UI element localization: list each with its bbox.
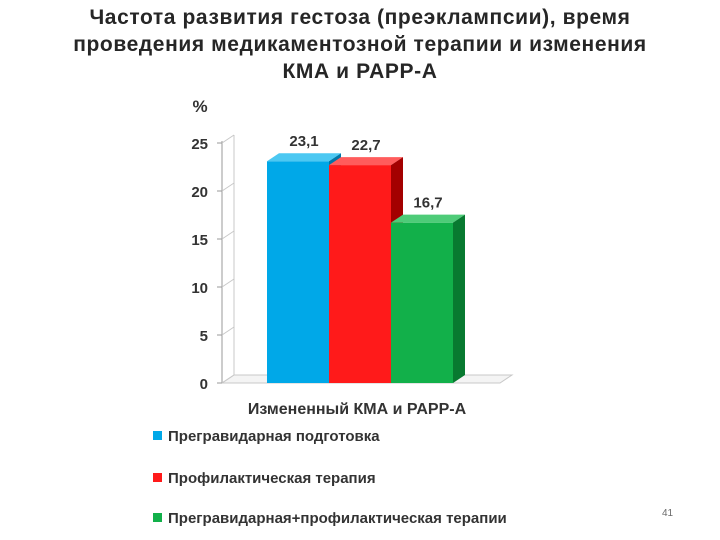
legend-item-prophylactic: Профилактическая терапия [153, 470, 376, 487]
title-line-2: проведения медикаментозной терапии и изм… [73, 33, 647, 56]
legend-swatch-red [153, 473, 162, 482]
legend-label: Прегравидарная+профилактическая терапии [168, 510, 507, 527]
legend-swatch-green [153, 513, 162, 522]
title-line-1: Частота развития гестоза (преэклампсии),… [89, 6, 631, 29]
y-tick-depth [221, 182, 235, 192]
title-line-3: КМА и PAPP-A [282, 60, 438, 83]
slide-title: Частота развития гестоза (преэклампсии),… [0, 4, 720, 85]
y-axis-label: % [192, 97, 207, 116]
bar-top [391, 214, 465, 223]
page-number: 41 [662, 508, 674, 519]
bar-value-label: 16,7 [413, 195, 442, 212]
bar-top [267, 153, 341, 162]
x-axis-label: Измененный КМА и PAPP-A [248, 401, 467, 418]
bar-side [453, 214, 465, 383]
y-tick-depth [221, 278, 235, 288]
y-tick-label: 0 [200, 376, 208, 393]
y-tick-label: 5 [200, 328, 208, 345]
y-tick-label: 15 [191, 232, 208, 249]
bar-value-label: 22,7 [351, 137, 380, 154]
legend-item-pregravid: Прегравидарная подготовка [153, 428, 380, 445]
legend-item-combined: Прегравидарная+профилактическая терапии [153, 510, 507, 527]
y-tick-depth [221, 134, 235, 144]
y-tick-label: 25 [191, 136, 208, 153]
y-tick-depth [221, 230, 235, 240]
y-tick-depth [221, 374, 235, 384]
y-tick-label: 20 [191, 184, 208, 201]
bar-front [329, 165, 391, 383]
y-tick-label: 10 [191, 280, 208, 297]
y-tick-depth [221, 326, 235, 336]
bar-front [267, 161, 329, 383]
bar-value-label: 23,1 [289, 133, 318, 150]
legend-label: Профилактическая терапия [168, 470, 376, 487]
legend-swatch-blue [153, 431, 162, 440]
bar-top [329, 157, 403, 166]
legend-label: Прегравидарная подготовка [168, 428, 380, 445]
bar-front [391, 222, 453, 383]
